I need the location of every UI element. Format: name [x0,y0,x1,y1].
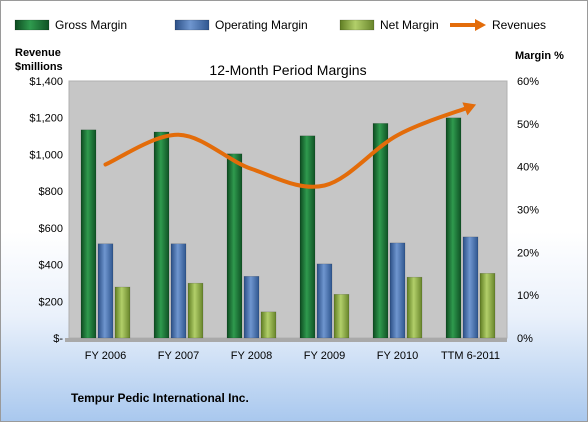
legend-label: Revenues [492,18,546,32]
operating-margin-bar [97,243,114,339]
left-tick-label: $1,400 [29,76,63,88]
right-axis-label: Margin % [515,50,564,62]
net-margin-bar [333,294,350,339]
operating-margin-bar [389,242,406,339]
x-tick-label: FY 2006 [85,350,126,362]
right-tick-label: 50% [517,119,539,131]
right-tick-label: 10% [517,290,539,302]
x-tick-label: FY 2008 [231,350,272,362]
right-tick-label: 0% [517,333,533,345]
company-name: Tempur Pedic International Inc. [71,391,249,405]
revenues-line-arrowhead [462,102,477,116]
net-margin-bar [406,276,423,339]
legend-label: Gross Margin [55,18,127,32]
net-margin-bar [260,311,277,339]
legend-swatch [339,19,375,31]
left-tick-label: $800 [39,186,63,198]
operating-margin-bar [243,276,260,339]
left-axis-label-unit: $millions [15,61,63,73]
left-tick-label: $- [53,333,63,345]
gross-margin-bar [153,131,170,339]
left-tick-label: $200 [39,296,63,308]
left-tick-label: $1,200 [29,113,63,125]
gross-margin-bar [80,129,97,339]
legend-swatch [174,19,210,31]
legend-swatch [14,19,50,31]
plot-area [68,80,508,339]
x-tick-label: FY 2007 [158,350,199,362]
operating-margin-bar [170,243,187,339]
right-tick-label: 60% [517,76,539,88]
x-tick-label: FY 2010 [377,350,418,362]
right-tick-label: 40% [517,162,539,174]
operating-margin-bar [316,263,333,339]
left-tick-label: $600 [39,223,63,235]
legend-swatch-arrow [475,19,486,31]
net-margin-bar [187,282,204,339]
plot-floor [65,338,507,342]
left-tick-label: $1,000 [29,149,63,161]
operating-margin-bar [462,236,479,339]
right-tick-label: 30% [517,205,539,217]
left-axis-label: Revenue [15,47,61,59]
gross-margin-bar [372,123,389,339]
left-tick-label: $400 [39,260,63,272]
chart-title: 12-Month Period Margins [209,62,366,78]
net-margin-bar [479,273,496,339]
x-tick-label: FY 2009 [304,350,345,362]
net-margin-bar [114,286,131,339]
x-tick-label: TTM 6-2011 [441,350,500,362]
gross-margin-bar [445,117,462,339]
right-tick-label: 20% [517,247,539,259]
gross-margin-bar [226,153,243,339]
legend-label: Operating Margin [215,18,308,32]
gross-margin-bar [299,135,316,339]
legend-label: Net Margin [380,18,439,32]
revenues-line [103,104,473,189]
